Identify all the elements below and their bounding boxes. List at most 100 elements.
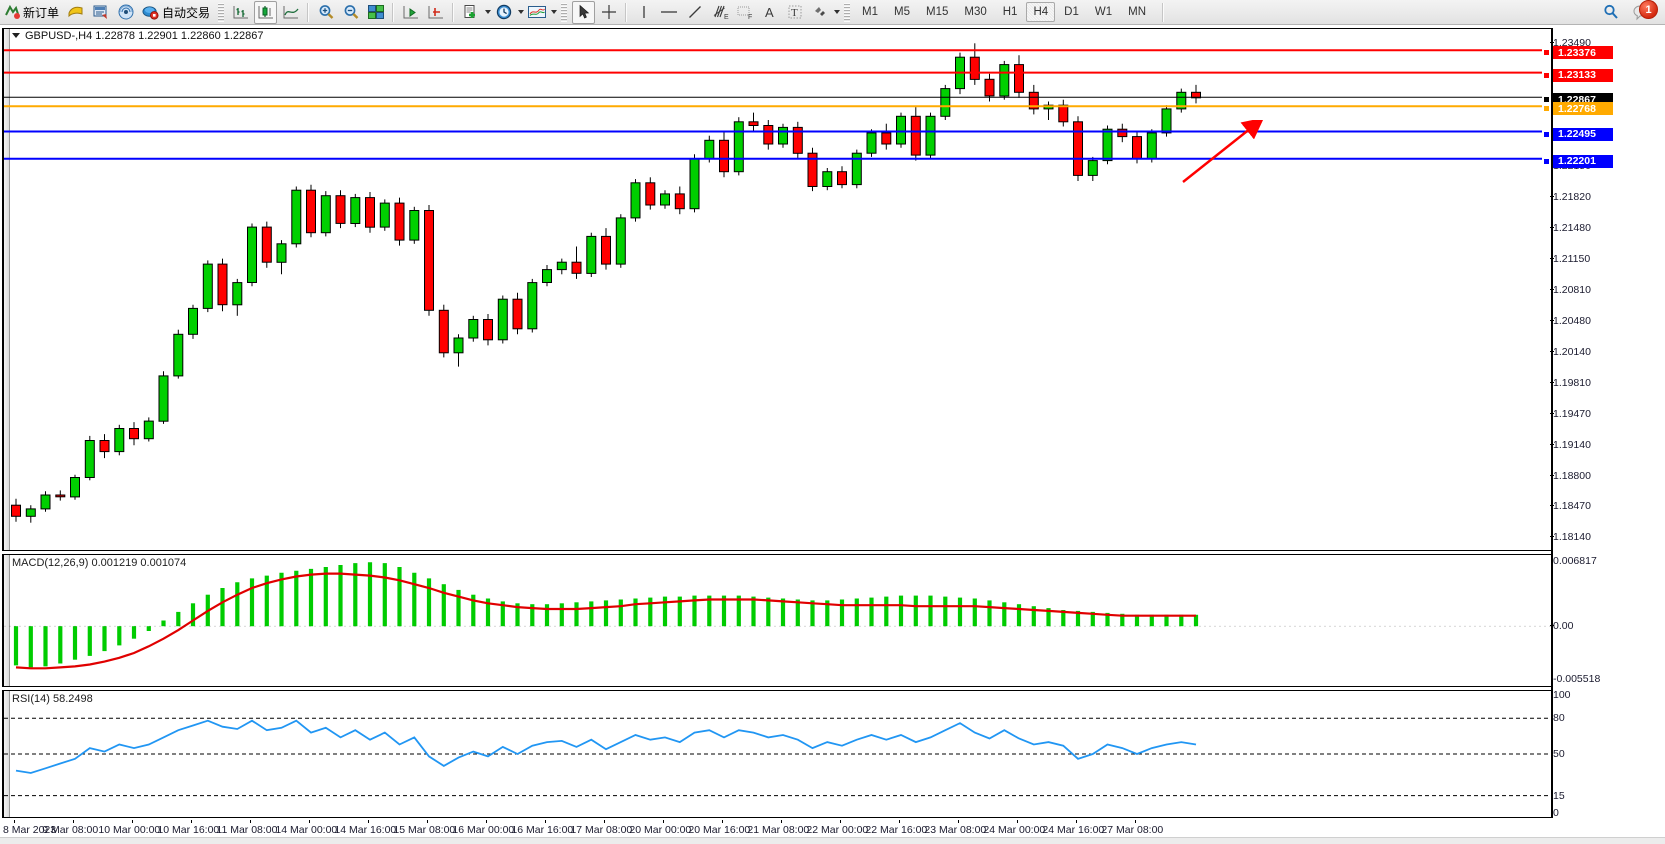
- autotrade-button[interactable]: 自动交易: [138, 1, 214, 24]
- rsi-label: RSI(14) 58.2498: [12, 693, 93, 705]
- indicators-dropdown-caret[interactable]: [551, 10, 558, 14]
- cursor-button[interactable]: [572, 0, 596, 24]
- time-tick: [368, 820, 369, 823]
- time-tick: [604, 820, 605, 823]
- objects-button[interactable]: [808, 1, 831, 24]
- new-order-icon: [5, 4, 20, 19]
- signals-icon: [118, 4, 134, 20]
- time-axis-label: 20 Mar 16:00: [688, 824, 751, 836]
- period-h1[interactable]: H1: [1002, 6, 1018, 18]
- new-order-label: 新订单: [23, 5, 60, 20]
- price-label-handle[interactable]: [1542, 95, 1551, 105]
- toolbar-grip[interactable]: [218, 2, 225, 22]
- horizontal-line-icon: [661, 11, 678, 13]
- data-window-icon: [93, 5, 107, 19]
- autotrade-label: 自动交易: [162, 5, 211, 20]
- price-label-support[interactable]: 1.22495: [1542, 127, 1613, 141]
- macd-pane[interactable]: MACD(12,26,9) 0.001219 0.001074: [2, 554, 1552, 687]
- chart-autoscroll-button[interactable]: [424, 1, 447, 24]
- rsi-tick-15: 15: [1553, 789, 1565, 802]
- pane-scrollbar[interactable]: [4, 29, 10, 550]
- toolbar-grip-2[interactable]: [561, 2, 568, 22]
- rsi-tick-80: 80: [1553, 712, 1565, 725]
- alerts-button[interactable]: 1: [1631, 0, 1658, 23]
- text-button[interactable]: A: [758, 1, 781, 24]
- rsi-pane[interactable]: RSI(14) 58.2498: [2, 690, 1552, 818]
- period-mn[interactable]: MN: [1128, 6, 1146, 18]
- new-chart-dropdown-caret[interactable]: [485, 10, 492, 14]
- price-label-handle[interactable]: [1542, 104, 1551, 114]
- symbol-info-bar[interactable]: GBPUSD-,H4 1.22878 1.22901 1.22860 1.228…: [2, 29, 1550, 42]
- price-label-pivot[interactable]: 1.22768: [1542, 102, 1613, 116]
- line-chart-button[interactable]: [279, 1, 302, 24]
- text-label-button[interactable]: T: [783, 1, 806, 24]
- price-label-handle[interactable]: [1542, 70, 1551, 80]
- tile-windows-icon: [367, 5, 384, 19]
- indicators-button[interactable]: [525, 1, 548, 24]
- price-label-handle[interactable]: [1542, 129, 1551, 139]
- price-label-handle[interactable]: [1542, 156, 1551, 166]
- price-label-resistance[interactable]: 1.23376: [1542, 46, 1613, 60]
- period-dropdown-caret[interactable]: [518, 10, 525, 14]
- expert-advisor-button[interactable]: [64, 1, 87, 24]
- toolbar-grip-3[interactable]: [844, 2, 851, 22]
- macd-series: [4, 562, 1552, 670]
- fibonacci-button[interactable]: E: [708, 1, 731, 24]
- time-axis[interactable]: 8 Mar 2023 9 Mar 08:00 10 Mar 00:00 10 Mar …: [2, 820, 1552, 842]
- new-order-button[interactable]: 新订单: [0, 1, 63, 24]
- period-m30[interactable]: M30: [964, 6, 987, 18]
- zoom-out-button[interactable]: [339, 1, 362, 24]
- rsi-tick-0: 0: [1553, 807, 1559, 820]
- period-h4[interactable]: H4: [1026, 2, 1056, 22]
- trendline-icon: [688, 6, 701, 18]
- chevron-down-icon[interactable]: [12, 33, 20, 38]
- period-m15[interactable]: M15: [926, 6, 949, 18]
- chart-area[interactable]: GBPUSD-,H4 1.22878 1.22901 1.22860 1.228…: [0, 25, 1665, 844]
- macd-label: MACD(12,26,9) 0.001219 0.001074: [12, 557, 187, 569]
- vertical-line-button[interactable]: [632, 1, 655, 24]
- chart-shift-button[interactable]: [399, 1, 422, 24]
- main-price-pane[interactable]: [2, 28, 1552, 551]
- time-tick: [73, 820, 74, 823]
- time-tick: [1076, 820, 1077, 823]
- period-d1[interactable]: D1: [1064, 6, 1079, 18]
- equidistant-channel-button[interactable]: F: [733, 1, 756, 24]
- price-scale[interactable]: 1.234901.221501.218201.214801.211501.208…: [1542, 28, 1665, 820]
- price-label-handle[interactable]: [1542, 48, 1551, 58]
- bar-chart-button[interactable]: [229, 1, 252, 24]
- price-label-resistance[interactable]: 1.23133: [1542, 68, 1613, 82]
- clock-icon: [496, 4, 511, 20]
- autotrade-icon: [142, 5, 159, 20]
- period-button[interactable]: [492, 1, 515, 24]
- period-m5[interactable]: M5: [894, 6, 910, 18]
- time-axis-label: 15 Mar 08:00: [393, 824, 456, 836]
- time-tick: [663, 820, 664, 823]
- period-w1[interactable]: W1: [1094, 6, 1113, 18]
- time-tick: [781, 820, 782, 823]
- macd-pane-scrollbar[interactable]: [4, 555, 10, 686]
- objects-dropdown-caret[interactable]: [834, 10, 841, 14]
- crosshair-button[interactable]: [597, 1, 620, 24]
- svg-text:T: T: [791, 7, 798, 19]
- rsi-series: [4, 717, 1552, 797]
- price-tick: 1.20810: [1550, 284, 1591, 296]
- search-icon[interactable]: [1601, 2, 1621, 22]
- trendline-button[interactable]: [683, 1, 706, 24]
- period-m1[interactable]: M1: [862, 6, 879, 18]
- price-tick: 1.19140: [1550, 439, 1591, 451]
- candlestick-chart-button[interactable]: [254, 0, 278, 24]
- toolbar-separator: [307, 2, 310, 22]
- data-window-button[interactable]: [89, 1, 112, 24]
- horizontal-line-button[interactable]: [657, 1, 681, 24]
- new-chart-button[interactable]: [459, 1, 482, 24]
- equidistant-channel-icon: F: [737, 6, 752, 21]
- price-label-support[interactable]: 1.22201: [1542, 154, 1613, 168]
- zoom-in-button[interactable]: [314, 1, 337, 24]
- price-tick: 1.20140: [1550, 346, 1591, 358]
- time-axis-label: 24 Mar 16:00: [1042, 824, 1105, 836]
- tile-windows-button[interactable]: [364, 1, 387, 24]
- price-tick: 1.21480: [1550, 222, 1591, 234]
- signals-button[interactable]: [114, 1, 137, 24]
- main-toolbar: 新订单 自动交易: [0, 0, 1665, 25]
- price-tick: 1.20480: [1550, 315, 1591, 327]
